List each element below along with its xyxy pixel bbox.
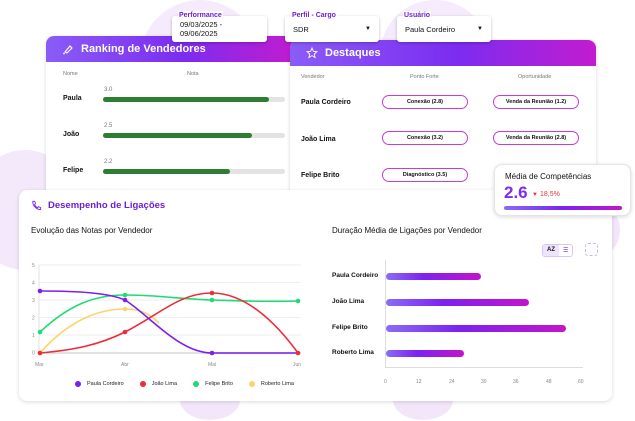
col-nota: Nota — [187, 71, 199, 77]
duration-bar — [386, 350, 464, 357]
sort-lines-icon[interactable]: ☰ — [563, 248, 569, 254]
caret-down-icon: ▼ — [532, 192, 538, 198]
bar-chart-title: Duração Média de Ligações por Vendedor — [332, 226, 482, 235]
usuario-filter-label: Usuário — [403, 11, 432, 20]
ponto-forte-badge: Conexão (3.2) — [382, 131, 468, 145]
col-nome: Nome — [63, 71, 78, 77]
x-axis-ticks: Mar Abr Mai Jun — [35, 362, 301, 368]
duration-bar — [386, 325, 566, 332]
destaque-vendedor: João Lima — [301, 136, 336, 143]
expand-icon[interactable] — [585, 243, 598, 256]
ranking-name: Paula — [63, 95, 82, 102]
destaque-vendedor: Felipe Brito — [301, 172, 340, 179]
svg-text:5: 5 — [32, 263, 35, 269]
legend-item[interactable]: Roberto Lima — [248, 381, 294, 387]
ranking-name: Felipe — [63, 167, 84, 174]
svg-text:Mar: Mar — [35, 362, 44, 368]
ranking-bar — [103, 133, 285, 138]
legend-item[interactable]: Felipe Brito — [193, 381, 233, 387]
ponto-forte-badge: Diagnóstico (3.5) — [382, 168, 468, 182]
ranking-value: 3.0 — [104, 87, 113, 93]
sort-toggle-group: AZ ☰ — [542, 244, 574, 257]
perfil-filter-label: Perfil - Cargo — [291, 11, 337, 20]
sort-az-button[interactable]: AZ — [543, 245, 559, 256]
ranking-card: Ranking de Vendedores Nome Nota 3.0 Paul… — [46, 36, 296, 196]
bar-category: Paula Cordeiro — [332, 272, 379, 279]
oportunidade-badge: Venda da Reunião (2.8) — [493, 131, 579, 145]
oportunidade-badge: Venda da Reunião (1.2) — [493, 95, 579, 109]
pencil-sparkle-icon — [63, 45, 73, 55]
line-chart-title: Evolução das Notas por Vendedor — [31, 226, 153, 235]
svg-text:Abr: Abr — [121, 362, 129, 368]
star-icon — [306, 47, 318, 59]
destaques-card: Destaques Vendedor Ponto Forte Oportunid… — [290, 40, 596, 196]
svg-text:Jun: Jun — [293, 362, 301, 368]
media-title: Média de Competências — [505, 172, 592, 181]
bar-category: Roberto Lima — [332, 349, 374, 356]
destaques-title: Destaques — [325, 47, 381, 59]
desempenho-title: Desempenho de Ligações — [48, 200, 166, 211]
usuario-value: Paula Cordeiro — [405, 24, 456, 34]
media-progress-bar — [504, 206, 622, 210]
ponto-forte-badge: Conexão (2.8) — [382, 95, 468, 109]
duration-bar — [386, 273, 481, 280]
svg-text:0: 0 — [32, 351, 35, 357]
desempenho-header: Desempenho de Ligações — [31, 200, 165, 211]
performance-filter-label: Performance — [178, 11, 223, 20]
col-vendedor: Vendedor — [301, 74, 325, 80]
col-oportunidade: Oportunidade — [518, 74, 552, 80]
desempenho-card: Desempenho de Ligações Evolução das Nota… — [19, 190, 612, 401]
usuario-select[interactable]: Usuário Paula Cordeiro ▼ — [397, 11, 491, 42]
svg-text:2: 2 — [32, 316, 35, 322]
caret-down-icon: ▼ — [365, 26, 371, 32]
line-chart: 5 4 3 2 1 0 Mar Abr Mai Jun — [32, 263, 301, 368]
media-change: 18,5% — [540, 191, 560, 198]
perfil-value: SDR — [293, 24, 309, 34]
col-ponto-forte: Ponto Forte — [410, 74, 439, 80]
data-points — [37, 288, 301, 356]
duration-bar — [386, 299, 529, 306]
destaques-header: Destaques — [290, 40, 596, 66]
media-value: 2.6 — [504, 183, 528, 202]
ranking-name: João — [63, 131, 80, 138]
svg-text:1: 1 — [32, 333, 35, 339]
performance-date-filter[interactable]: Performance 09/03/2025 - 09/06/2025 — [172, 11, 267, 42]
destaque-vendedor: Paula Cordeiro — [301, 99, 351, 106]
ranking-value: 2.5 — [104, 123, 113, 129]
ranking-title: Ranking de Vendedores — [81, 43, 206, 55]
performance-date-value: 09/03/2025 - 09/06/2025 — [180, 20, 223, 38]
perfil-cargo-select[interactable]: Perfil - Cargo SDR ▼ — [285, 11, 379, 42]
y-axis-ticks: 5 4 3 2 1 0 — [32, 263, 35, 357]
ranking-bar — [103, 97, 285, 102]
svg-text:Mai: Mai — [208, 362, 216, 368]
line-chart-legend: Paula Cordeiro João Lima Felipe Brito Ro… — [75, 381, 310, 387]
ranking-bar — [103, 169, 285, 174]
bar-category: João Lima — [332, 298, 365, 305]
svg-text:3: 3 — [32, 298, 35, 304]
caret-down-icon: ▼ — [477, 26, 483, 32]
media-competencias-card: Média de Competências 2.6 ▼ 18,5% — [494, 164, 631, 216]
ranking-value: 2.2 — [104, 159, 113, 165]
bar-category: Felipe Brito — [332, 324, 368, 331]
svg-text:4: 4 — [32, 281, 35, 287]
legend-item[interactable]: Paula Cordeiro — [75, 381, 124, 387]
phone-icon — [32, 200, 42, 210]
legend-item[interactable]: João Lima — [139, 381, 177, 387]
